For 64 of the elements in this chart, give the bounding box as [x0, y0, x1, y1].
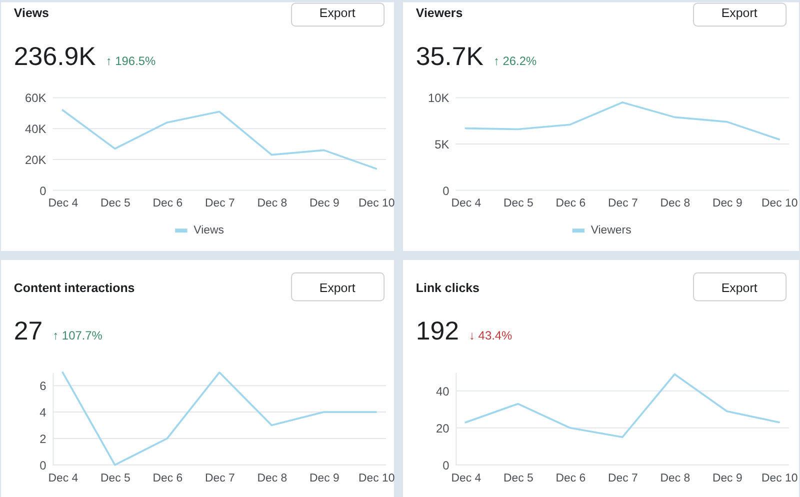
- y-tick-label: 40: [436, 384, 450, 398]
- x-tick-label: Dec 10: [762, 198, 798, 210]
- text: Export: [319, 280, 356, 295]
- y-tick-label: 20K: [25, 152, 46, 167]
- x-tick-label: Dec 8: [257, 198, 288, 210]
- x-tick-label: Dec 7: [608, 472, 638, 484]
- x-tick-label: Dec 9: [309, 472, 340, 484]
- x-tick-label: Dec 9: [712, 472, 742, 484]
- text: ↓ 43.4%: [469, 328, 513, 343]
- y-tick-label: 60K: [25, 91, 46, 106]
- x-tick-label: Dec 10: [358, 472, 395, 484]
- y-tick-label: 6: [40, 379, 47, 394]
- y-tick-label: 0: [40, 458, 47, 472]
- x-tick-label: Dec 6: [556, 472, 586, 484]
- x-tick-label: Dec 9: [309, 198, 340, 210]
- line-series: [62, 371, 378, 466]
- x-tick-label: Dec 5: [100, 198, 130, 210]
- x-tick-label: Dec 5: [503, 198, 534, 210]
- line-series: [62, 109, 378, 170]
- x-tick-label: Dec 4: [48, 472, 79, 484]
- line-series: [464, 373, 780, 438]
- y-tick-label: 40K: [25, 122, 46, 136]
- y-tick-label: 4: [40, 406, 47, 420]
- x-tick-label: Dec 10: [762, 472, 798, 484]
- y-tick-label: 0: [442, 184, 450, 198]
- y-tick-label: 10K: [428, 91, 450, 106]
- legend-label: Viewers: [590, 224, 632, 237]
- y-tick-label: 0: [40, 184, 47, 198]
- x-tick-label: Dec 7: [608, 198, 638, 210]
- chart-title: Viewers: [416, 6, 463, 20]
- legend-label: Views: [194, 224, 224, 237]
- text: ↑ 196.5%: [106, 54, 156, 68]
- x-tick-label: Dec 8: [660, 198, 690, 210]
- x-tick-label: Dec 7: [204, 472, 235, 484]
- x-tick-label: Dec 6: [152, 472, 183, 484]
- x-tick-label: Dec 9: [712, 198, 742, 210]
- chart-subtitle: 236.9K: [14, 42, 96, 71]
- chart-title: Views: [14, 6, 50, 20]
- x-tick-label: Dec 8: [660, 472, 690, 484]
- chart-subtitle: 27: [14, 318, 43, 346]
- x-tick-label: Dec 6: [152, 198, 183, 210]
- x-tick-label: Dec 8: [257, 472, 288, 484]
- y-tick-label: 20: [436, 421, 450, 436]
- y-tick-label: 2: [40, 432, 47, 446]
- text: Export: [319, 6, 356, 20]
- x-tick-label: Dec 7: [204, 198, 235, 210]
- text: ↑ 107.7%: [52, 328, 103, 343]
- x-tick-label: Dec 5: [503, 472, 534, 484]
- text: Export: [721, 280, 758, 295]
- x-tick-label: Dec 4: [451, 472, 482, 484]
- x-tick-label: Dec 10: [358, 198, 395, 210]
- x-tick-label: Dec 4: [451, 198, 482, 210]
- x-tick-label: Dec 4: [48, 198, 79, 210]
- chart-subtitle: 192: [416, 318, 460, 346]
- chart-subtitle: 35.7K: [416, 42, 484, 71]
- chart-title: Link clicks: [416, 280, 480, 295]
- y-tick-label: 0: [442, 458, 450, 472]
- x-tick-label: Dec 5: [100, 472, 130, 484]
- x-tick-label: Dec 6: [556, 198, 586, 210]
- y-tick-label: 5K: [434, 138, 450, 152]
- text: Export: [721, 6, 758, 20]
- chart-title: Content interactions: [14, 280, 135, 295]
- line-series: [464, 101, 780, 140]
- text: ↑ 26.2%: [493, 54, 537, 68]
